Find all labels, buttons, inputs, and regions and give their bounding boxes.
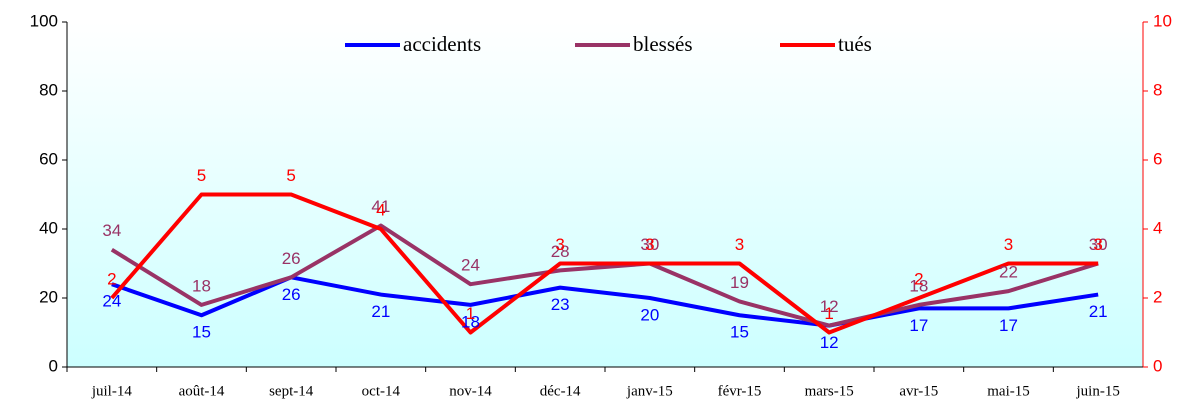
data-label: 24 [461,256,480,275]
x-tick-label: sept-14 [269,383,314,399]
y-tick-label: 60 [39,149,58,168]
data-label: 12 [820,333,839,352]
y-tick-label: 40 [39,218,58,237]
data-label: 3 [735,235,744,254]
x-tick-label: août-14 [179,383,225,399]
data-label: 20 [640,305,659,324]
data-label: 1 [824,304,833,323]
y2-tick-label: 4 [1153,218,1162,237]
data-label: 17 [909,316,928,335]
y-tick-label: 20 [39,287,58,306]
x-tick-label: mai-15 [987,383,1030,399]
data-label: 5 [197,166,206,185]
x-tick-label: mars-15 [805,383,854,399]
data-label: 18 [192,276,211,295]
data-label: 22 [999,263,1018,282]
data-label: 41 [371,197,390,216]
data-label: 15 [192,323,211,342]
y-tick-label: 100 [30,11,58,30]
x-tick-label: nov-14 [449,383,492,399]
legend-label: accidents [403,32,481,56]
legend-label: blessés [633,32,693,56]
data-label: 30 [1089,235,1108,254]
data-label: 24 [102,292,121,311]
data-label: 3 [1093,235,1102,254]
data-label: 17 [999,316,1018,335]
data-label: 15 [730,323,749,342]
data-label: 21 [371,302,390,321]
data-label: 3 [555,235,564,254]
x-tick-label: juin-15 [1075,383,1119,399]
y2-tick-label: 2 [1153,287,1162,306]
x-tick-label: avr-15 [899,383,938,399]
y2-tick-label: 6 [1153,149,1162,168]
data-label: 3 [645,235,654,254]
data-label: 2 [914,269,923,288]
data-label: 23 [551,295,570,314]
data-label: 26 [282,285,301,304]
data-label: 12 [820,297,839,316]
x-tick-label: janv-15 [626,383,673,399]
data-label: 28 [551,242,570,261]
y2-tick-label: 0 [1153,356,1162,375]
series-line [110,223,1099,328]
x-tick-label: oct-14 [362,383,401,399]
y-tick-label: 0 [49,356,58,375]
data-label: 21 [1089,302,1108,321]
data-label: 1 [466,304,475,323]
data-label: 4 [376,200,385,219]
legend-label: tués [838,32,872,56]
y2-tick-label: 10 [1153,11,1172,30]
data-label: 30 [640,235,659,254]
data-label: 2 [107,269,116,288]
data-label: 18 [909,276,928,295]
data-label: 19 [730,273,749,292]
y-tick-label: 80 [39,80,58,99]
y2-tick-label: 8 [1153,80,1162,99]
data-label: 3 [1004,235,1013,254]
data-label: 5 [286,166,295,185]
x-tick-label: févr-15 [718,383,762,399]
data-label: 34 [102,221,121,240]
data-label: 18 [461,312,480,331]
x-tick-label: juil-14 [91,383,132,399]
data-label: 26 [282,249,301,268]
x-tick-label: déc-14 [540,383,581,399]
series-line [110,192,1099,335]
